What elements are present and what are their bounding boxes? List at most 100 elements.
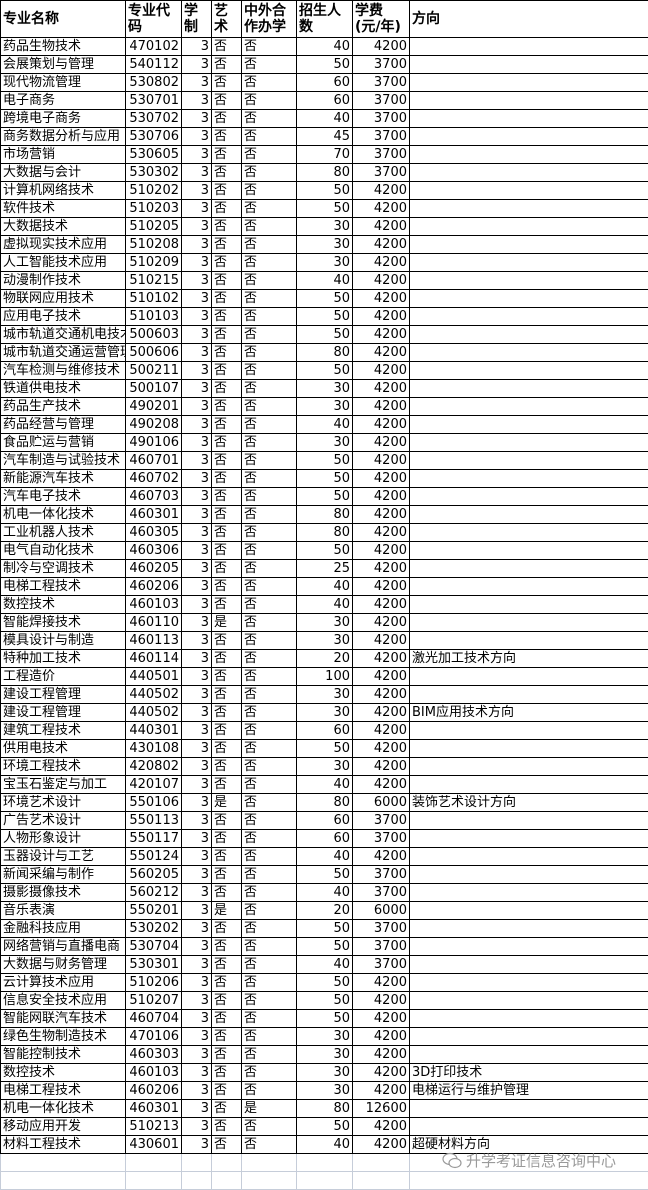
- cell-joint-program: 否: [242, 290, 297, 308]
- header-joint-program: 中外合作办学: [242, 1, 297, 38]
- header-direction: 方向: [410, 1, 648, 38]
- cell-enrollment: 80: [297, 344, 353, 362]
- cell-joint-program: 否: [242, 110, 297, 128]
- cell-joint-program: 否: [242, 848, 297, 866]
- cell-major-name: 物联网应用技术: [1, 290, 126, 308]
- cell-art: 否: [212, 182, 242, 200]
- cell-major-name: 工业机器人技术: [1, 524, 126, 542]
- cell-major-code: 530802: [126, 74, 182, 92]
- cell-major-code: 510213: [126, 1118, 182, 1136]
- cell-tuition: 4200: [353, 182, 410, 200]
- cell-enrollment: 50: [297, 740, 353, 758]
- empty-cell: [1, 1172, 126, 1190]
- cell-duration: 3: [182, 416, 212, 434]
- cell-direction: [410, 920, 648, 938]
- cell-enrollment: 40: [297, 956, 353, 974]
- cell-joint-program: 是: [242, 1100, 297, 1118]
- cell-joint-program: 否: [242, 596, 297, 614]
- cell-major-code: 460301: [126, 506, 182, 524]
- cell-art: 是: [212, 614, 242, 632]
- cell-major-name: 商务数据分析与应用: [1, 128, 126, 146]
- empty-cell: [212, 1154, 242, 1172]
- cell-duration: 3: [182, 632, 212, 650]
- cell-major-name: 动漫制作技术: [1, 272, 126, 290]
- cell-tuition: 4200: [353, 380, 410, 398]
- cell-art: 否: [212, 992, 242, 1010]
- cell-duration: 3: [182, 290, 212, 308]
- cell-major-code: 500606: [126, 344, 182, 362]
- cell-art: 否: [212, 884, 242, 902]
- cell-enrollment: 30: [297, 686, 353, 704]
- cell-major-code: 510206: [126, 974, 182, 992]
- cell-duration: 3: [182, 812, 212, 830]
- cell-tuition: 4200: [353, 434, 410, 452]
- cell-joint-program: 否: [242, 722, 297, 740]
- cell-tuition: 3700: [353, 920, 410, 938]
- cell-direction: [410, 668, 648, 686]
- cell-direction: [410, 1010, 648, 1028]
- cell-major-code: 430108: [126, 740, 182, 758]
- cell-major-name: 智能焊接技术: [1, 614, 126, 632]
- cell-tuition: 4200: [353, 398, 410, 416]
- cell-duration: 3: [182, 1046, 212, 1064]
- cell-duration: 3: [182, 1028, 212, 1046]
- cell-art: 否: [212, 1046, 242, 1064]
- cell-enrollment: 70: [297, 146, 353, 164]
- cell-tuition: 4200: [353, 740, 410, 758]
- cell-enrollment: 50: [297, 488, 353, 506]
- cell-enrollment: 50: [297, 452, 353, 470]
- cell-major-name: 现代物流管理: [1, 74, 126, 92]
- cell-direction: [410, 254, 648, 272]
- cell-tuition: 4200: [353, 362, 410, 380]
- cell-art: 否: [212, 344, 242, 362]
- cell-tuition: 4200: [353, 506, 410, 524]
- cell-joint-program: 否: [242, 254, 297, 272]
- cell-major-name: 特种加工技术: [1, 650, 126, 668]
- cell-enrollment: 50: [297, 200, 353, 218]
- cell-major-name: 药品生物技术: [1, 38, 126, 56]
- cell-enrollment: 60: [297, 812, 353, 830]
- cell-major-name: 模具设计与制造: [1, 632, 126, 650]
- cell-major-code: 460301: [126, 1100, 182, 1118]
- cell-art: 否: [212, 218, 242, 236]
- cell-joint-program: 否: [242, 776, 297, 794]
- cell-duration: 3: [182, 236, 212, 254]
- cell-major-name: 宝玉石鉴定与加工: [1, 776, 126, 794]
- cell-enrollment: 80: [297, 1100, 353, 1118]
- cell-joint-program: 否: [242, 236, 297, 254]
- cell-major-name: 移动应用开发: [1, 1118, 126, 1136]
- cell-direction: [410, 398, 648, 416]
- empty-cell: [126, 1172, 182, 1190]
- cell-direction: [410, 452, 648, 470]
- cell-enrollment: 50: [297, 542, 353, 560]
- cell-art: 否: [212, 308, 242, 326]
- cell-direction: [410, 218, 648, 236]
- cell-enrollment: 60: [297, 722, 353, 740]
- cell-joint-program: 否: [242, 866, 297, 884]
- cell-joint-program: 否: [242, 812, 297, 830]
- cell-major-name: 材料工程技术: [1, 1136, 126, 1154]
- cell-major-name: 摄影摄像技术: [1, 884, 126, 902]
- cell-duration: 3: [182, 1118, 212, 1136]
- cell-duration: 3: [182, 344, 212, 362]
- cell-major-name: 电气自动化技术: [1, 542, 126, 560]
- cell-tuition: 4200: [353, 1136, 410, 1154]
- cell-direction: [410, 614, 648, 632]
- cell-tuition: 4200: [353, 218, 410, 236]
- cell-duration: 3: [182, 1136, 212, 1154]
- cell-major-code: 500107: [126, 380, 182, 398]
- cell-major-code: 490106: [126, 434, 182, 452]
- cell-major-code: 500211: [126, 362, 182, 380]
- cell-major-code: 530701: [126, 92, 182, 110]
- cell-major-name: 智能网联汽车技术: [1, 1010, 126, 1028]
- cell-duration: 3: [182, 362, 212, 380]
